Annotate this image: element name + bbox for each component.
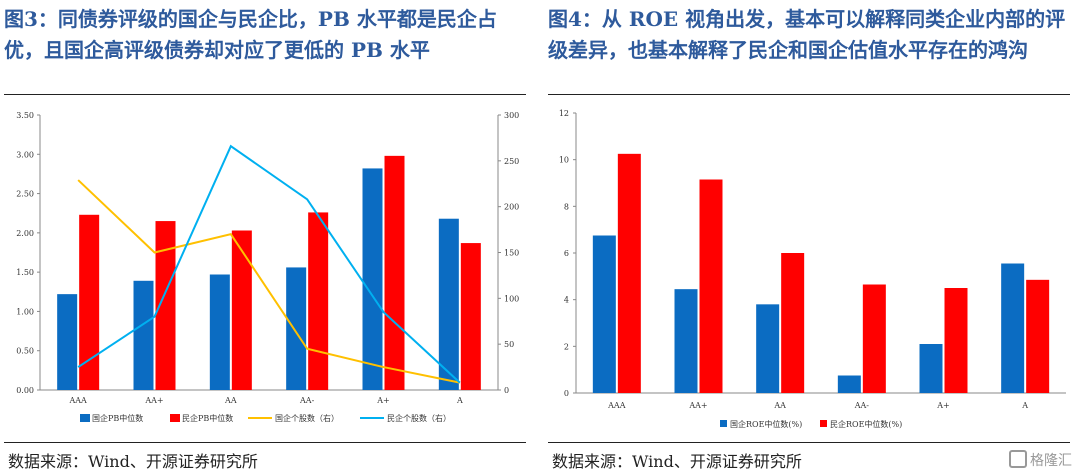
bar: [674, 289, 698, 393]
x-tick-label: A+: [936, 401, 949, 410]
bar: [384, 155, 405, 390]
legend-swatch: [720, 420, 727, 427]
legend-swatch: [170, 414, 180, 422]
title-rule: [548, 94, 1070, 95]
y-tick-label: 8: [564, 202, 569, 211]
bar: [362, 168, 383, 390]
bar: [699, 179, 723, 393]
title-rule: [4, 94, 526, 95]
y-tick-label-left: 3.50: [16, 111, 34, 120]
legend-label: 民企个股数（右）: [387, 413, 451, 423]
bar: [286, 267, 307, 390]
bar: [862, 284, 886, 393]
x-tick-label: AA: [224, 396, 237, 405]
watermark-text: 格隆汇: [1030, 453, 1072, 469]
y-tick-label-left: 3.00: [16, 150, 34, 159]
series-line: [77, 144, 461, 384]
y-tick-label-left: 0.50: [16, 347, 34, 356]
bar: [617, 153, 641, 393]
bar: [308, 212, 329, 390]
y-tick-label: 6: [564, 249, 569, 258]
legend-label: 民企ROE中位数(%): [830, 419, 902, 429]
bar: [1026, 279, 1050, 393]
y-tick-label-right: 200: [504, 203, 519, 212]
bar: [155, 221, 176, 390]
x-tick-label: A: [1021, 401, 1028, 410]
legend-label: 国企个股数（右）: [275, 413, 339, 423]
figure-title: 图4：从 ROE 视角出发，基本可以解释同类企业内部的评级差异，也基本解释了民企…: [548, 7, 1066, 62]
legend-label: 国企PB中位数: [92, 413, 143, 423]
y-tick-label-right: 300: [504, 111, 519, 120]
bar: [592, 235, 616, 393]
legend-label: 民企PB中位数: [182, 413, 233, 423]
y-tick-label-right: 150: [504, 249, 519, 258]
series-line: [77, 179, 461, 384]
y-tick-label-left: 0.00: [16, 386, 34, 395]
bar: [231, 230, 252, 390]
x-tick-label: A+: [376, 396, 389, 405]
y-tick-label-right: 0: [504, 386, 509, 395]
bar: [837, 375, 861, 393]
bar: [944, 288, 968, 393]
y-tick-label-left: 2.50: [16, 190, 34, 199]
legend-label: 国企ROE中位数(%): [730, 419, 802, 429]
x-tick-label: AA-: [299, 396, 315, 405]
x-tick-label: AA+: [688, 401, 707, 410]
y-tick-label-right: 50: [504, 340, 514, 349]
y-tick-label: 0: [564, 389, 569, 398]
bar: [1001, 263, 1025, 393]
bar: [781, 253, 805, 393]
source-rule: [4, 442, 526, 443]
roe-chart: 0 2 4 6 8 10 12 AAA AA+ AA AA- A+ A 国企ROE中位数(%) 民企ROE中…: [559, 109, 1066, 429]
y-tick-label: 4: [564, 296, 569, 305]
x-tick-label: A: [456, 396, 463, 405]
y-tick-label: 2: [564, 342, 569, 351]
x-tick-label: AA-: [854, 401, 870, 410]
source-note: 数据来源：Wind、开源证券研究所: [552, 452, 802, 471]
source-rule: [548, 442, 1070, 443]
x-tick-label: AA: [773, 401, 786, 410]
y-tick-label-right: 100: [504, 294, 519, 303]
source-note: 数据来源：Wind、开源证券研究所: [8, 452, 258, 471]
legend-swatch: [820, 420, 827, 427]
left-panel: 图3：同债券评级的国企与民企比，PB 水平都是民企占优，且国企高评级债券却对应了…: [4, 0, 530, 472]
figure-title: 图3：同债券评级的国企与民企比，PB 水平都是民企占优，且国企高评级债券却对应了…: [4, 7, 497, 62]
legend-swatch: [80, 414, 90, 422]
bar: [133, 280, 154, 390]
y-tick-label-left: 1.50: [16, 268, 34, 277]
bar: [79, 214, 100, 390]
bar: [209, 274, 230, 390]
bar: [57, 294, 78, 390]
x-tick-label: AAA: [68, 396, 87, 405]
watermark: 格隆汇: [1009, 450, 1072, 470]
y-tick-label: 10: [559, 156, 569, 165]
y-tick-label: 12: [559, 109, 569, 118]
bar: [919, 344, 943, 393]
watermark-logo-icon: [1009, 450, 1027, 468]
bar: [438, 218, 459, 390]
y-tick-label-right: 250: [504, 157, 519, 166]
x-tick-label: AAA: [607, 401, 626, 410]
bar: [460, 243, 481, 390]
y-tick-label-left: 1.00: [16, 307, 34, 316]
bar: [756, 304, 780, 393]
y-tick-label-left: 2.00: [16, 229, 34, 238]
pb-chart: 0.00 0.50 1.00 1.50 2.00 2.50 3.00 3.50 0 50 100 15…: [16, 111, 519, 423]
right-panel: 图4：从 ROE 视角出发，基本可以解释同类企业内部的评级差异，也基本解释了民企…: [548, 0, 1074, 472]
x-tick-label: AA+: [144, 396, 163, 405]
